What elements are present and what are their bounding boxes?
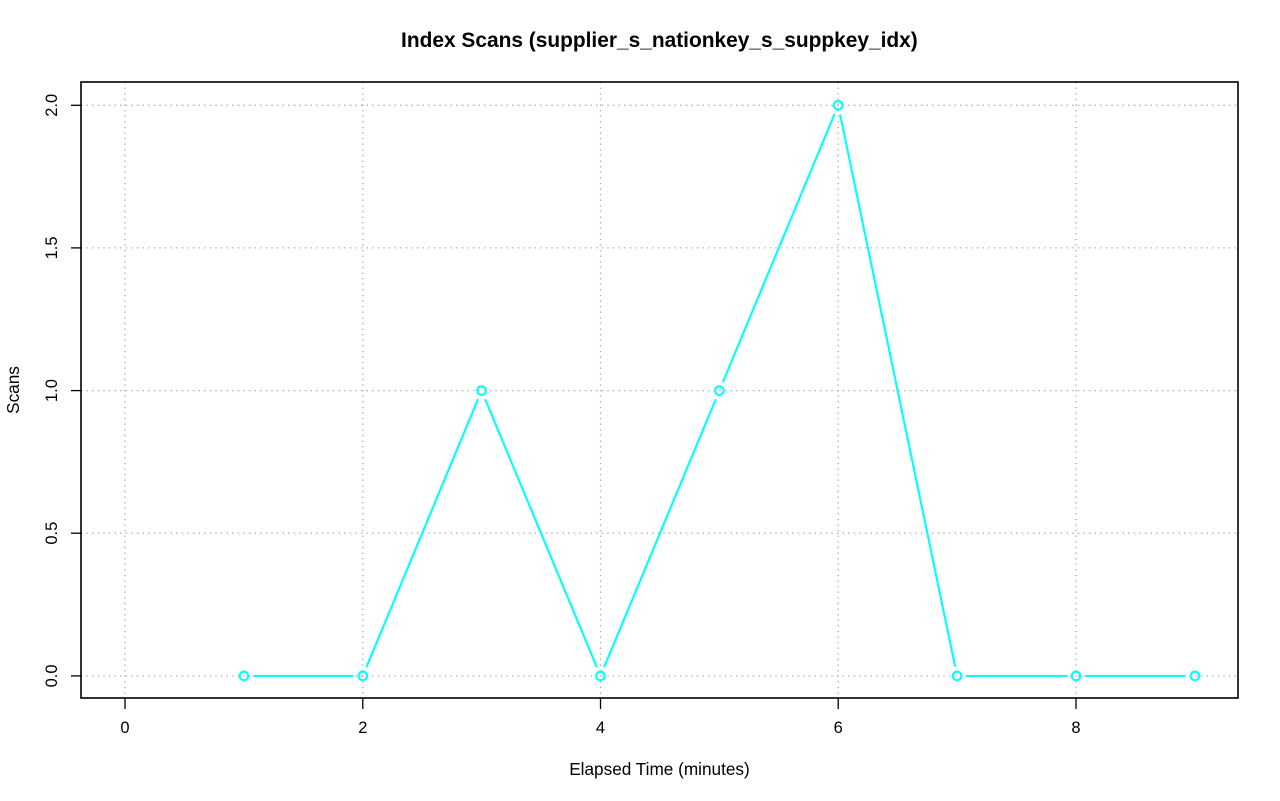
svg-text:0: 0 <box>120 719 129 737</box>
svg-text:0.5: 0.5 <box>43 522 61 545</box>
svg-text:1.5: 1.5 <box>43 236 61 259</box>
svg-text:8: 8 <box>1071 719 1080 737</box>
svg-text:6: 6 <box>834 719 843 737</box>
svg-text:2.0: 2.0 <box>43 94 61 117</box>
svg-text:0.0: 0.0 <box>43 664 61 687</box>
svg-text:4: 4 <box>596 719 605 737</box>
svg-text:2: 2 <box>358 719 367 737</box>
svg-text:Elapsed Time (minutes): Elapsed Time (minutes) <box>569 759 750 779</box>
svg-text:1.0: 1.0 <box>43 379 61 402</box>
svg-text:Index Scans (supplier_s_nation: Index Scans (supplier_s_nationkey_s_supp… <box>401 29 918 52</box>
svg-text:Scans: Scans <box>3 366 23 414</box>
